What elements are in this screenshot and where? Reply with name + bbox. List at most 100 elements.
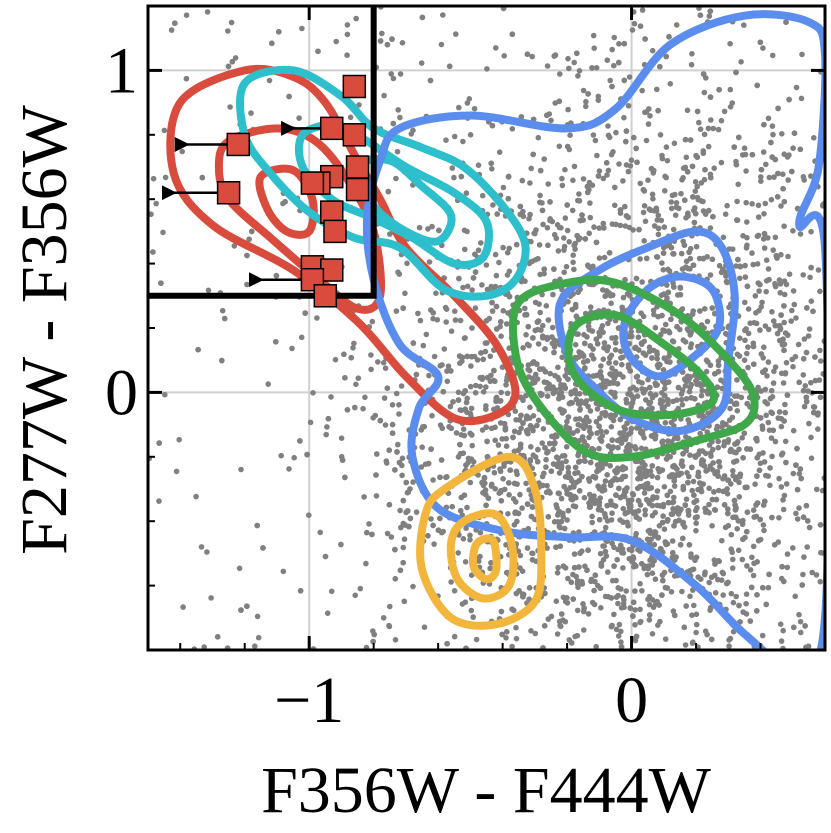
background-point	[743, 591, 750, 597]
background-point	[776, 515, 782, 521]
background-point	[493, 303, 500, 310]
background-point	[707, 8, 714, 14]
background-point	[717, 463, 723, 470]
background-point	[666, 353, 672, 360]
background-point	[678, 190, 684, 197]
background-point	[638, 406, 644, 412]
background-point	[353, 15, 360, 22]
background-point	[781, 418, 787, 424]
background-point	[585, 262, 591, 269]
background-point	[762, 200, 769, 207]
background-point	[612, 335, 619, 341]
background-point	[589, 599, 596, 606]
background-point	[661, 355, 668, 362]
background-point	[660, 250, 667, 256]
background-point	[469, 287, 475, 293]
background-point	[520, 594, 526, 600]
background-point	[742, 299, 748, 306]
background-point	[509, 643, 515, 650]
background-point	[800, 514, 807, 520]
background-point	[298, 334, 305, 341]
background-point	[745, 306, 752, 312]
background-point	[466, 96, 473, 102]
background-point	[286, 466, 292, 472]
background-point	[204, 9, 211, 15]
background-point	[534, 422, 540, 429]
background-point	[789, 356, 795, 363]
background-point	[733, 514, 739, 520]
background-point	[744, 509, 751, 515]
background-point	[611, 563, 617, 569]
background-point	[605, 443, 612, 449]
background-point	[695, 473, 702, 480]
background-point	[747, 567, 754, 573]
background-point	[609, 365, 615, 372]
background-point	[708, 636, 715, 643]
background-point	[560, 563, 567, 569]
background-point	[160, 229, 166, 236]
background-point	[575, 578, 581, 584]
background-point	[598, 563, 605, 569]
background-point	[629, 27, 636, 33]
background-point	[524, 51, 531, 57]
background-point	[585, 403, 591, 410]
background-point	[781, 578, 787, 585]
background-point	[688, 554, 694, 560]
background-point	[535, 417, 542, 424]
background-point	[475, 0, 481, 1]
background-point	[660, 406, 666, 413]
background-point	[489, 166, 495, 172]
background-point	[608, 424, 615, 430]
background-point	[757, 460, 764, 467]
background-point	[464, 283, 471, 290]
background-point	[558, 611, 565, 617]
background-point	[715, 473, 721, 479]
background-point	[425, 533, 431, 539]
background-point	[727, 104, 734, 110]
background-point	[314, 315, 320, 321]
background-point	[693, 629, 699, 636]
background-point	[609, 46, 615, 53]
background-point	[726, 304, 732, 311]
background-point	[525, 362, 532, 368]
background-point	[566, 400, 573, 407]
background-point	[725, 506, 731, 512]
background-point	[448, 368, 454, 374]
background-point	[611, 34, 617, 41]
selected-objects	[216, 74, 370, 308]
background-point	[488, 560, 494, 566]
background-point	[801, 336, 808, 342]
background-point	[592, 572, 599, 578]
background-point	[472, 251, 478, 258]
background-point	[602, 478, 609, 484]
background-point	[794, 516, 801, 522]
background-point	[770, 427, 776, 434]
background-point	[697, 308, 703, 314]
background-point	[394, 449, 400, 455]
background-point	[377, 38, 384, 44]
background-point	[214, 634, 221, 640]
background-point	[697, 480, 703, 486]
background-point	[273, 339, 279, 345]
contour-line	[564, 310, 719, 420]
background-point	[503, 635, 509, 641]
background-point	[653, 392, 659, 398]
background-point	[591, 45, 597, 51]
background-point	[229, 58, 236, 65]
background-point	[626, 74, 633, 80]
background-point	[681, 242, 688, 248]
background-point	[583, 103, 589, 110]
background-point	[550, 291, 556, 298]
background-point	[759, 299, 765, 306]
background-point	[594, 468, 600, 475]
background-point	[762, 498, 768, 505]
background-point	[584, 567, 590, 573]
background-point	[649, 562, 656, 568]
background-point	[687, 137, 694, 143]
background-point	[729, 565, 736, 571]
background-point	[544, 336, 550, 342]
background-point	[726, 417, 733, 424]
background-point	[679, 266, 686, 272]
background-point	[543, 464, 549, 470]
background-point	[621, 604, 627, 611]
